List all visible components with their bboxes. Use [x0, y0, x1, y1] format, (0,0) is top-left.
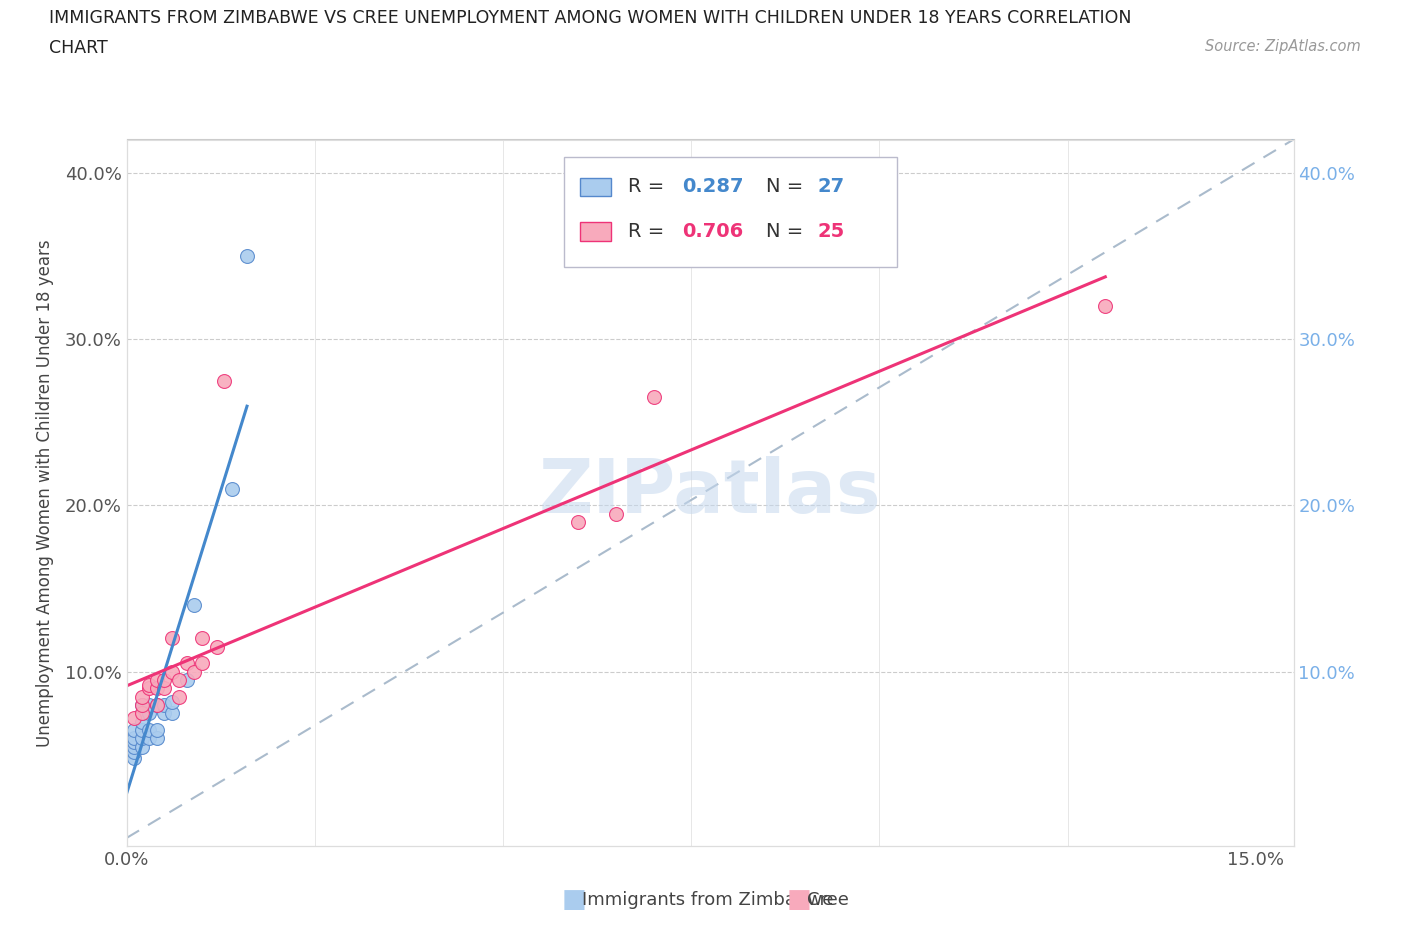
Point — [122, 731, 145, 746]
Point — [131, 739, 153, 754]
Text: N =: N = — [766, 222, 810, 241]
Point — [138, 698, 160, 712]
Point — [221, 482, 243, 497]
Text: ■: ■ — [786, 887, 811, 913]
Point — [176, 672, 198, 687]
Point — [153, 672, 176, 687]
Point — [122, 734, 145, 749]
Point — [191, 656, 214, 671]
Point — [122, 751, 145, 765]
Text: Cree: Cree — [807, 891, 849, 910]
Point — [122, 739, 145, 754]
Point — [214, 373, 236, 388]
Point — [131, 698, 153, 712]
Text: 0.706: 0.706 — [682, 222, 744, 241]
Point — [160, 706, 183, 721]
Point — [138, 731, 160, 746]
FancyBboxPatch shape — [581, 178, 610, 196]
Point — [145, 681, 167, 696]
Text: Source: ZipAtlas.com: Source: ZipAtlas.com — [1205, 39, 1361, 54]
FancyBboxPatch shape — [564, 157, 897, 267]
Point — [153, 698, 176, 712]
Point — [176, 656, 198, 671]
Point — [153, 706, 176, 721]
Point — [145, 723, 167, 737]
Y-axis label: Unemployment Among Women with Children Under 18 years: Unemployment Among Women with Children U… — [35, 239, 53, 747]
Point — [183, 598, 205, 613]
Point — [167, 672, 190, 687]
Point — [138, 681, 160, 696]
Point — [138, 723, 160, 737]
Text: 0.287: 0.287 — [682, 178, 744, 196]
Point — [191, 631, 214, 645]
Point — [138, 678, 160, 693]
Text: ZIPatlas: ZIPatlas — [538, 457, 882, 529]
Point — [643, 390, 665, 405]
Text: CHART: CHART — [49, 39, 108, 57]
Point — [167, 689, 190, 704]
Text: Immigrants from Zimbabwe: Immigrants from Zimbabwe — [582, 891, 834, 910]
Point — [131, 706, 153, 721]
Point — [160, 631, 183, 645]
Point — [131, 698, 153, 712]
Text: 27: 27 — [817, 178, 845, 196]
Point — [145, 698, 167, 712]
Text: 25: 25 — [817, 222, 845, 241]
Point — [145, 698, 167, 712]
Text: N =: N = — [766, 178, 810, 196]
Point — [160, 664, 183, 679]
FancyBboxPatch shape — [581, 222, 610, 241]
Point — [138, 706, 160, 721]
Point — [145, 672, 167, 687]
Point — [131, 689, 153, 704]
Point — [145, 731, 167, 746]
Point — [567, 514, 589, 529]
Text: IMMIGRANTS FROM ZIMBABWE VS CREE UNEMPLOYMENT AMONG WOMEN WITH CHILDREN UNDER 18: IMMIGRANTS FROM ZIMBABWE VS CREE UNEMPLO… — [49, 9, 1132, 27]
Point — [183, 664, 205, 679]
Point — [236, 248, 259, 263]
Point — [131, 731, 153, 746]
Point — [131, 714, 153, 729]
Point — [122, 711, 145, 725]
Point — [131, 706, 153, 721]
Point — [605, 506, 627, 521]
Text: R =: R = — [628, 178, 671, 196]
Point — [205, 639, 228, 654]
Point — [153, 681, 176, 696]
Point — [160, 694, 183, 709]
Text: ■: ■ — [561, 887, 586, 913]
Point — [122, 744, 145, 759]
Text: R =: R = — [628, 222, 671, 241]
Point — [122, 723, 145, 737]
Point — [1094, 299, 1116, 313]
Point — [131, 723, 153, 737]
